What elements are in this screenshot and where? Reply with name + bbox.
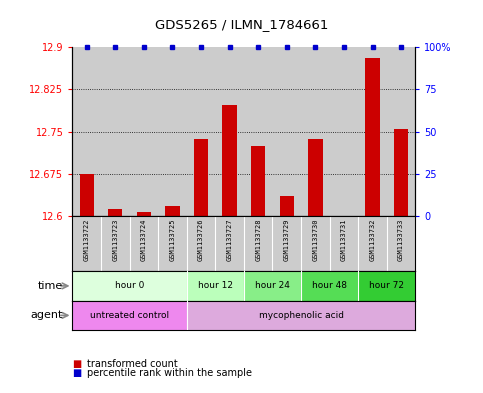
Text: time: time [38,281,63,291]
Bar [301,271,358,301]
Bar [215,47,244,216]
Bar [165,206,180,216]
Bar [72,301,187,330]
Text: hour 24: hour 24 [255,281,290,290]
Text: mycophenolic acid: mycophenolic acid [258,311,343,320]
Text: GSM1133727: GSM1133727 [227,219,233,261]
Bar [108,209,123,216]
Text: agent: agent [30,310,63,320]
Text: percentile rank within the sample: percentile rank within the sample [87,368,252,378]
Text: transformed count: transformed count [87,358,178,369]
Bar [280,196,294,216]
Text: GSM1133731: GSM1133731 [341,219,347,261]
Text: ■: ■ [72,368,82,378]
Bar [158,47,187,216]
Text: GDS5265 / ILMN_1784661: GDS5265 / ILMN_1784661 [155,18,328,31]
Text: GSM1133725: GSM1133725 [170,219,175,261]
Bar [365,59,380,216]
Text: hour 0: hour 0 [115,281,144,290]
Bar [308,139,323,216]
Text: hour 48: hour 48 [312,281,347,290]
Text: GSM1133730: GSM1133730 [313,219,318,261]
Bar [72,47,101,216]
Bar [394,129,408,216]
Bar [187,271,244,301]
Bar [251,146,265,216]
Text: GSM1133724: GSM1133724 [141,219,147,261]
Bar [194,139,208,216]
Text: GSM1133732: GSM1133732 [369,219,375,261]
Bar [137,212,151,216]
Text: hour 12: hour 12 [198,281,233,290]
Text: GSM1133728: GSM1133728 [255,219,261,261]
Bar [330,47,358,216]
Text: hour 72: hour 72 [369,281,404,290]
Text: GSM1133722: GSM1133722 [84,219,90,261]
Bar [358,47,387,216]
Bar [387,47,415,216]
Bar [358,271,415,301]
Text: GSM1133729: GSM1133729 [284,219,290,261]
Bar [244,271,301,301]
Text: GSM1133726: GSM1133726 [198,219,204,261]
Bar [80,174,94,216]
Text: untreated control: untreated control [90,311,169,320]
Text: ■: ■ [72,358,82,369]
Bar [244,47,272,216]
Bar [301,47,330,216]
Bar [187,47,215,216]
Text: GSM1133733: GSM1133733 [398,219,404,261]
Bar [223,105,237,216]
Text: GSM1133723: GSM1133723 [113,219,118,261]
Bar [129,47,158,216]
Bar [272,47,301,216]
Bar [187,301,415,330]
Bar [72,271,187,301]
Bar [101,47,129,216]
